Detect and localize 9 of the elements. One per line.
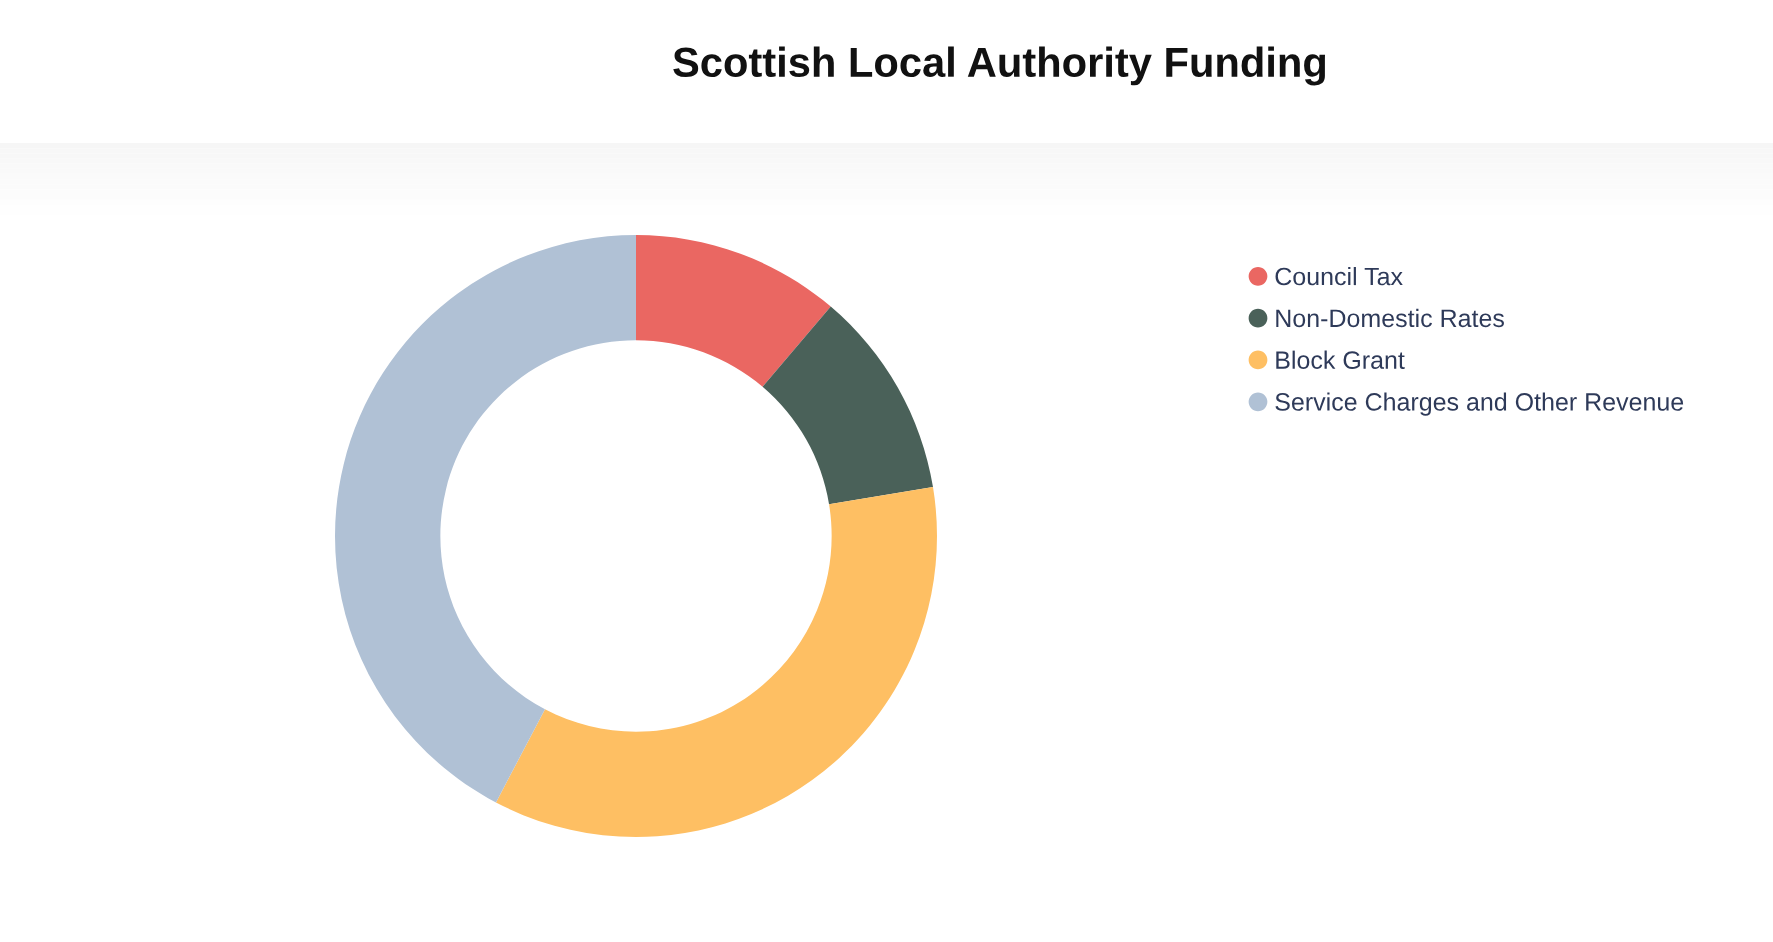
donut-slice	[335, 235, 636, 803]
legend-label: Block Grant	[1276, 350, 1405, 369]
legend-label: Non-Domestic Rates	[1276, 308, 1504, 328]
legend-label: Council Tax	[1275, 267, 1403, 286]
donut-slice	[762, 306, 933, 505]
donut-slice	[495, 487, 937, 837]
legend-label: Service Charges and Other Revenue	[1275, 392, 1684, 416]
donut-slice	[636, 235, 831, 387]
chart-title: Scottish Local Authority Funding	[673, 46, 1326, 86]
